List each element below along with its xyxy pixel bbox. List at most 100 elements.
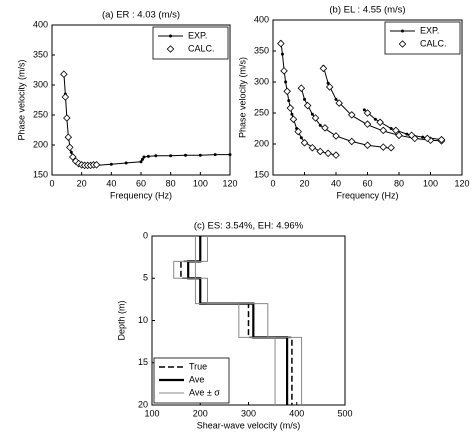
data-point [124, 161, 128, 165]
data-point [280, 67, 288, 75]
data-line [280, 41, 337, 156]
data-point [297, 84, 306, 92]
x-tick-label: 80 [394, 178, 404, 188]
x-axis-label: Frequency (Hz) [110, 190, 172, 200]
data-point [198, 153, 202, 157]
data-point [300, 138, 309, 147]
data-point [228, 153, 232, 157]
y-tick-label: 10 [138, 315, 148, 325]
data-point [332, 132, 340, 140]
x-tick-label: 400 [289, 408, 304, 418]
data-point [373, 117, 377, 121]
x-tick-label: 120 [454, 178, 469, 188]
data-point [69, 153, 77, 161]
data-point [318, 123, 322, 127]
y-tick-label: 5 [143, 273, 148, 283]
legend-marker [166, 45, 175, 53]
data-point [139, 160, 143, 164]
data-point [324, 149, 332, 158]
data-point [213, 153, 217, 157]
data-point [92, 161, 101, 169]
data-point [60, 70, 68, 78]
data-point [376, 118, 384, 127]
data-point [303, 101, 312, 110]
y-tick-label: 0 [143, 230, 148, 240]
data-point [142, 155, 146, 159]
data-point [387, 143, 395, 152]
legend-box [384, 21, 461, 55]
data-point [321, 124, 329, 132]
y-tick-label: 150 [254, 169, 269, 179]
data-point [284, 80, 288, 84]
data-point [69, 150, 73, 154]
profile-line [173, 236, 276, 405]
legend-label: EXP. [420, 25, 439, 35]
y-tick-label: 200 [254, 138, 269, 148]
y-tick-label: 400 [254, 14, 269, 24]
y-tick-label: 400 [33, 19, 48, 29]
chart-title: (a) ER : 4.03 (m/s) [102, 10, 180, 21]
x-axis-label: Frequency (Hz) [336, 190, 398, 200]
data-point [362, 108, 366, 112]
legend-label: True [189, 361, 207, 371]
y-tick-label: 250 [254, 107, 269, 117]
data-point [184, 153, 187, 157]
data-point [140, 157, 144, 161]
data-point [379, 143, 388, 151]
x-tick-label: 40 [106, 178, 116, 188]
data-point [389, 127, 393, 130]
data-point [407, 131, 416, 140]
data-point [335, 99, 343, 107]
x-tick-label: 100 [193, 178, 208, 188]
data-line [322, 66, 442, 142]
x-tick-label: 120 [222, 178, 237, 188]
data-point [61, 93, 70, 101]
data-point [303, 97, 306, 101]
y-axis-label: Depth (m) [116, 300, 126, 340]
data-point [290, 112, 294, 116]
x-tick-label: 100 [144, 408, 159, 418]
y-tick-label: 150 [33, 169, 48, 179]
data-point [316, 147, 325, 156]
data-point [283, 87, 291, 96]
data-point [319, 64, 328, 73]
data-point [146, 154, 150, 158]
y-tick-label: 350 [33, 49, 48, 59]
data-line [63, 72, 230, 167]
data-point [421, 135, 425, 139]
legend-marker [401, 29, 404, 33]
data-point [277, 39, 285, 48]
legend-box [152, 26, 229, 60]
data-point [63, 114, 71, 122]
x-tick-label: 40 [331, 178, 341, 188]
y-axis-label: Phase velocity (m/s) [16, 59, 26, 140]
data-point [326, 81, 330, 85]
data-point [437, 135, 446, 144]
data-point [287, 99, 291, 103]
data-point [109, 162, 113, 166]
data-point [423, 134, 432, 143]
y-tick-label: 300 [33, 79, 48, 89]
data-point [395, 131, 403, 140]
data-point [311, 114, 320, 122]
data-point [363, 109, 372, 117]
x-tick-label: 0 [49, 178, 54, 188]
x-axis-label: Shear-wave velocity (m/s) [197, 420, 301, 430]
legend-label: EXP. [188, 30, 207, 40]
x-tick-label: 60 [136, 178, 146, 188]
x-tick-label: 20 [77, 178, 87, 188]
x-tick-label: 300 [241, 408, 256, 418]
data-line [364, 109, 442, 141]
data-point [405, 132, 409, 136]
legend-marker [169, 34, 172, 38]
data-point [280, 52, 284, 56]
x-tick-label: 80 [166, 178, 176, 188]
data-point [64, 133, 73, 141]
x-tick-label: 0 [270, 178, 275, 188]
chart-title: (b) EL : 4.55 (m/s) [329, 5, 405, 16]
data-point [308, 143, 317, 152]
legend-label: Ave ± σ [189, 387, 220, 397]
legend-marker [398, 40, 407, 48]
data-point [66, 143, 74, 152]
